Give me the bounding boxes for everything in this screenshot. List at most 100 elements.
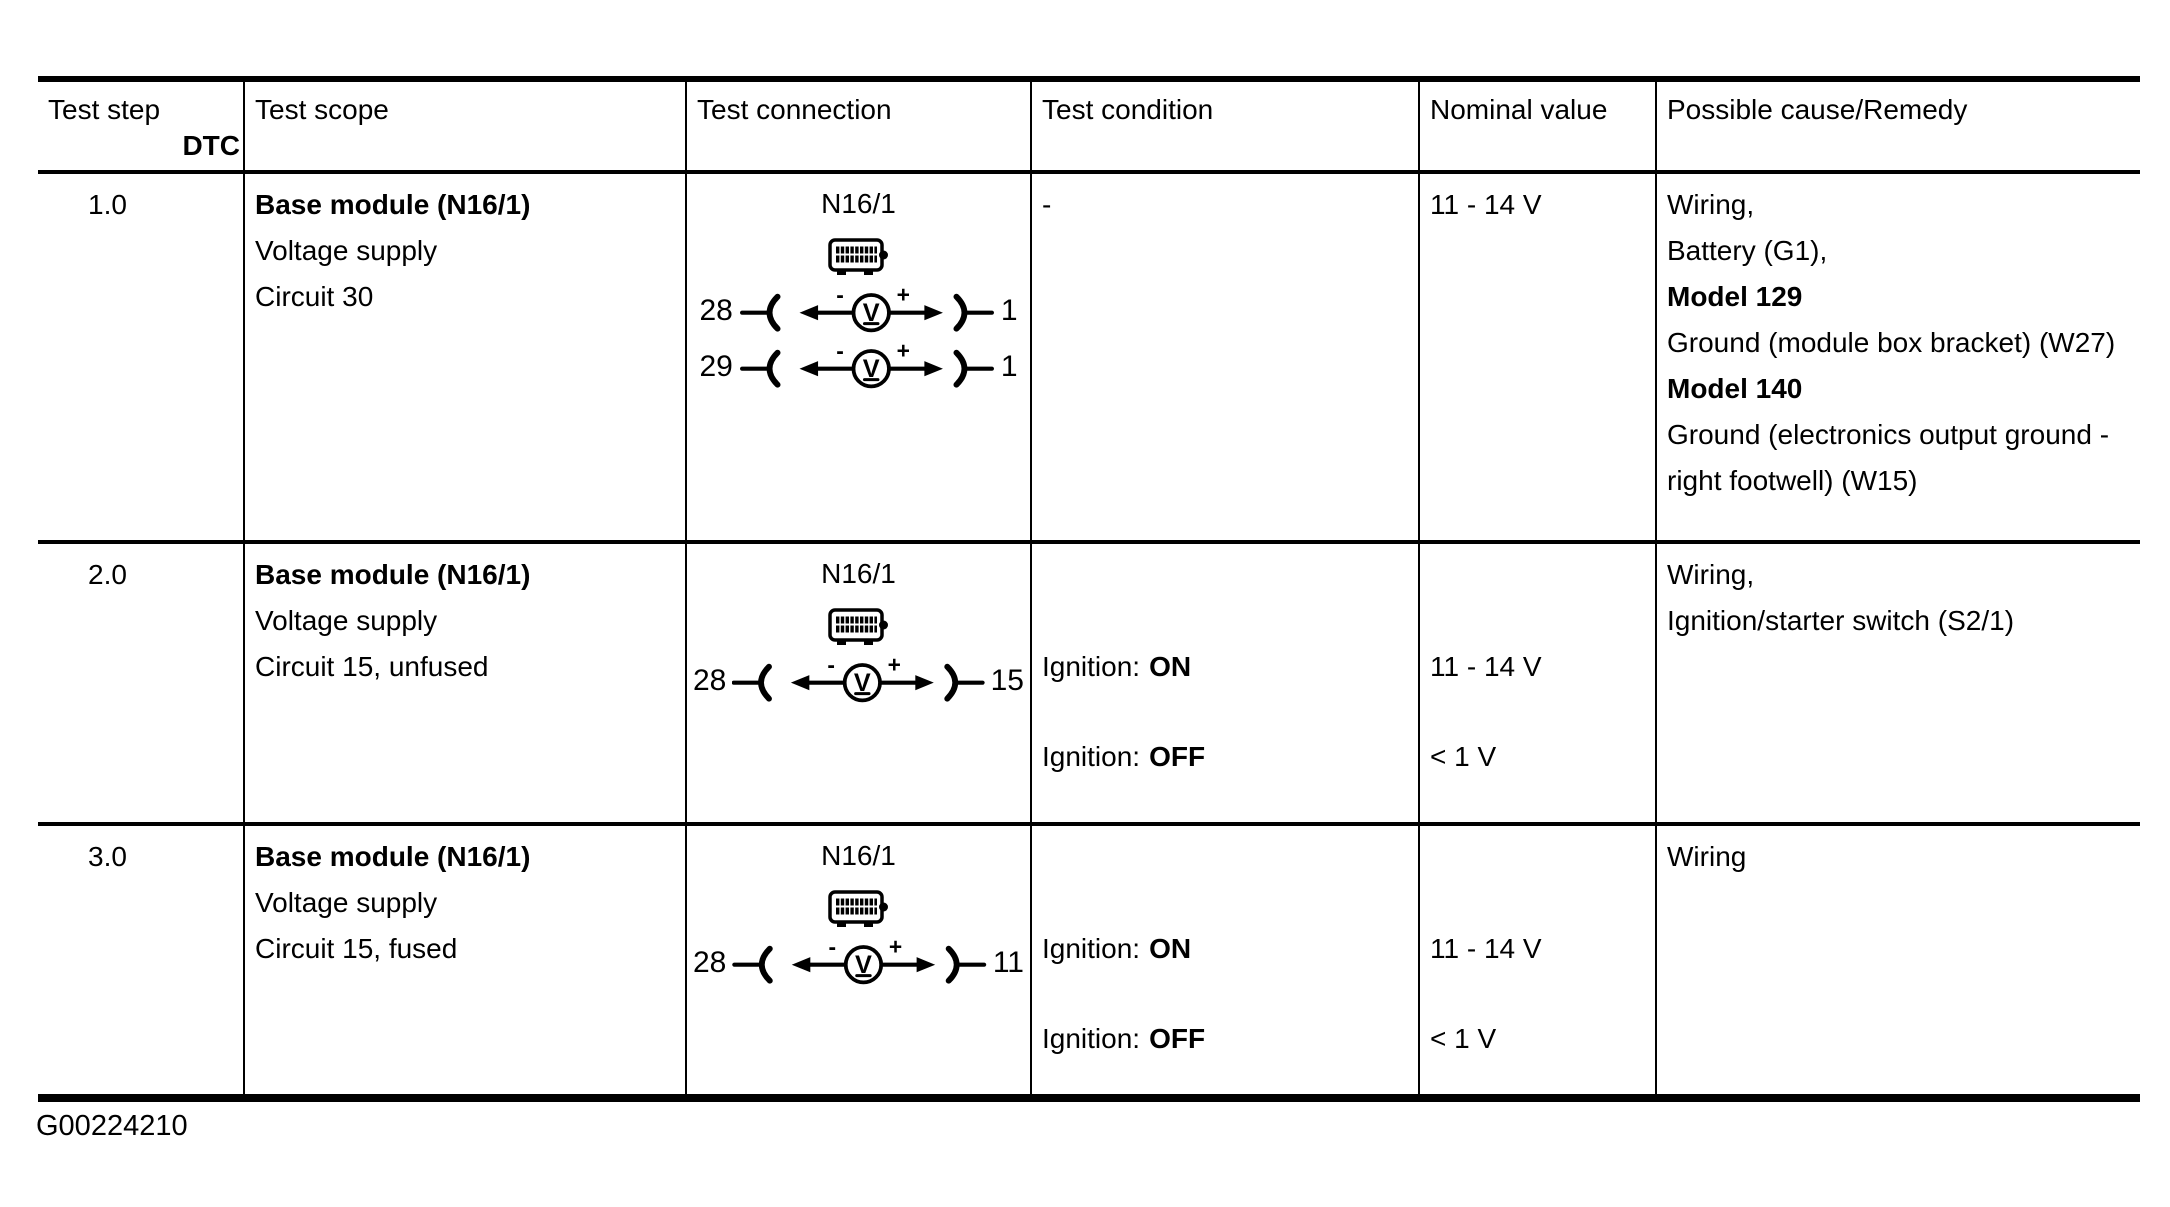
nominal-value-text: < 1 V	[1430, 741, 1497, 772]
voltage-measurement: 29	[693, 340, 1024, 394]
cell-nominal-3: 11 - 14 V < 1 V	[1418, 826, 1655, 1094]
condition-value: ON	[1149, 651, 1192, 682]
scope-line: Circuit 15, fused	[255, 933, 458, 964]
condition-value: ON	[1149, 933, 1192, 964]
cause-line: Ground (module box bracket) (W27)	[1667, 327, 2116, 358]
scope-line: Circuit 15, unfused	[255, 651, 489, 682]
module-label: N16/1	[821, 840, 896, 871]
control-module-connector-icon	[827, 608, 888, 645]
cell-scope-2: Base module (N16/1) Voltage supply Circu…	[243, 544, 685, 822]
pin-number-left: 28	[693, 664, 727, 697]
table-row-2: 2.0 Base module (N16/1) Voltage supply C…	[38, 540, 2140, 822]
plus-polarity: +	[896, 340, 909, 364]
step-number: 3.0	[88, 841, 127, 872]
table-header-row: Test step DTC Test scope Test connection…	[38, 82, 2140, 170]
probe-arrow-right	[924, 361, 943, 377]
cell-nominal-2: 11 - 14 V < 1 V	[1418, 544, 1655, 822]
header-test-connection-label: Test connection	[697, 94, 892, 125]
header-nominal-value-label: Nominal value	[1430, 94, 1608, 125]
cause-line: Model 140	[1667, 373, 1803, 404]
cell-condition-3: Ignition: ON Ignition: OFF	[1030, 826, 1418, 1094]
scope-title: Base module (N16/1)	[255, 189, 531, 220]
nominal-value-text: 11 - 14 V	[1430, 933, 1542, 964]
voltmeter-icon: - V +	[739, 284, 994, 333]
header-test-condition-label: Test condition	[1042, 94, 1214, 125]
condition-value: OFF	[1149, 741, 1206, 772]
header-cell-test-connection: Test connection	[685, 82, 1030, 170]
probe-arrow-left	[799, 305, 818, 321]
control-module-connector-icon	[827, 890, 888, 927]
cell-scope-3: Base module (N16/1) Voltage supply Circu…	[243, 826, 685, 1094]
scope-title: Base module (N16/1)	[255, 559, 531, 590]
minus-polarity: -	[836, 340, 844, 364]
cell-nominal-1: 11 - 14 V	[1418, 174, 1655, 540]
voltmeter-icon: - V +	[732, 936, 987, 985]
probe-arrow-left	[792, 957, 811, 973]
voltage-measurement: 28	[693, 284, 1024, 338]
cause-line: right footwell) (W15)	[1667, 465, 1918, 496]
condition-label: Ignition:	[1042, 933, 1141, 964]
plus-polarity: +	[896, 284, 909, 308]
scope-line: Voltage supply	[255, 605, 438, 636]
step-number: 1.0	[88, 189, 127, 220]
header-cell-nominal-value: Nominal value	[1418, 82, 1655, 170]
header-test-step-label: Test step	[48, 94, 161, 125]
cell-scope-1: Base module (N16/1) Voltage supply Circu…	[243, 174, 685, 540]
cause-line: Ignition/starter switch (S2/1)	[1667, 605, 2015, 636]
step-number: 2.0	[88, 559, 127, 590]
table-row-1: 1.0 Base module (N16/1) Voltage supply C…	[38, 170, 2140, 540]
condition-label: Ignition:	[1042, 741, 1141, 772]
voltage-measurement: 28	[693, 654, 1024, 708]
probe-arrow-left	[791, 675, 810, 691]
voltmeter-letter: V	[855, 951, 872, 979]
scope-line: Circuit 30	[255, 281, 374, 312]
header-cell-test-scope: Test scope	[243, 82, 685, 170]
voltmeter-icon: - V +	[739, 340, 994, 389]
cell-cause-3: Wiring	[1655, 826, 2140, 1094]
module-label: N16/1	[821, 188, 896, 219]
pin-number-right: 15	[990, 664, 1024, 697]
condition-value: OFF	[1149, 1023, 1206, 1054]
header-dtc-label: DTC	[182, 130, 240, 161]
pin-number-right: 1	[1000, 350, 1018, 383]
condition-text: Ignition: OFF	[1042, 1016, 1205, 1062]
cause-line: Wiring	[1667, 841, 1747, 872]
table-row-3: 3.0 Base module (N16/1) Voltage supply C…	[38, 822, 2140, 1094]
probe-arrow-right	[915, 675, 935, 691]
plus-polarity: +	[889, 936, 902, 960]
condition-label: Ignition:	[1042, 651, 1141, 682]
header-cell-possible-cause: Possible cause/Remedy	[1655, 82, 2140, 170]
condition-text: -	[1042, 189, 1052, 220]
probe-arrow-left	[799, 361, 818, 377]
module-label: N16/1	[821, 558, 896, 589]
cell-step-3: 3.0	[38, 826, 243, 1094]
cause-line: Wiring,	[1667, 559, 1755, 590]
scope-line: Voltage supply	[255, 887, 438, 918]
cell-connection-2: N16/1 28	[685, 544, 1030, 822]
cell-cause-1: Wiring, Battery (G1), Model 129 Ground (…	[1655, 174, 2140, 540]
scope-title: Base module (N16/1)	[255, 841, 531, 872]
cell-step-2: 2.0	[38, 544, 243, 822]
cell-condition-1: -	[1030, 174, 1418, 540]
pin-number-right: 11	[992, 946, 1024, 979]
figure-id: G00224210	[36, 1110, 188, 1142]
scope-line: Voltage supply	[255, 235, 438, 266]
condition-text: Ignition: OFF	[1042, 734, 1205, 780]
diagnostic-test-table: Test step DTC Test scope Test connection…	[38, 76, 2140, 1102]
cause-line: Model 129	[1667, 281, 1803, 312]
header-test-scope-label: Test scope	[255, 94, 389, 125]
voltmeter-letter: V	[863, 299, 880, 327]
header-cell-test-condition: Test condition	[1030, 82, 1418, 170]
pin-number-left: 28	[693, 946, 727, 979]
pin-number-right: 1	[1000, 294, 1018, 327]
pin-number-left: 28	[699, 294, 733, 327]
minus-polarity: -	[829, 936, 837, 960]
nominal-value-text: 11 - 14 V	[1430, 189, 1542, 220]
cause-line: Ground (electronics output ground -	[1667, 419, 2110, 450]
minus-polarity: -	[836, 284, 844, 308]
cell-connection-1: N16/1 28	[685, 174, 1030, 540]
cause-line: Battery (G1),	[1667, 235, 1828, 266]
condition-label: Ignition:	[1042, 1023, 1141, 1054]
cell-cause-2: Wiring, Ignition/starter switch (S2/1)	[1655, 544, 2140, 822]
